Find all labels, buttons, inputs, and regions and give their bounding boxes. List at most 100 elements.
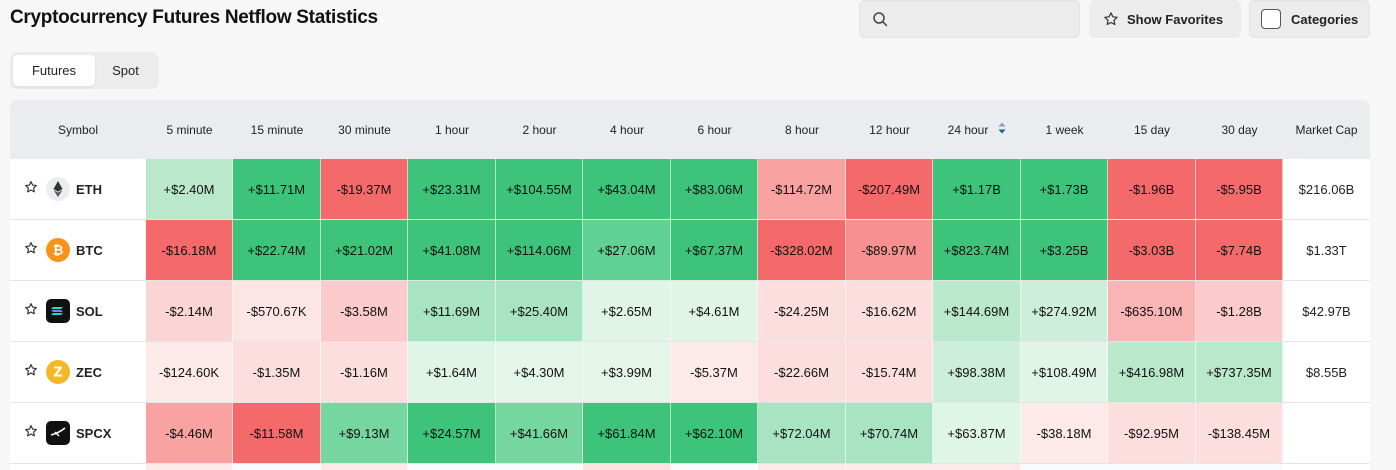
column-header-label: 8 hour bbox=[784, 122, 820, 137]
netflow-cell: -$207.49M bbox=[846, 159, 933, 219]
tab-futures[interactable]: Futures bbox=[13, 55, 95, 86]
table-row bbox=[10, 464, 1370, 470]
netflow-cell: -$92.95M bbox=[1108, 403, 1196, 463]
netflow-cell: +$4.61M bbox=[671, 281, 758, 341]
netflow-cell: +$23.31M bbox=[408, 159, 496, 219]
netflow-cell: -$24.25M bbox=[758, 281, 846, 341]
column-header-4-hour[interactable]: 4 hour bbox=[583, 100, 671, 159]
column-header-8-hour[interactable]: 8 hour bbox=[758, 100, 846, 159]
favorite-star-icon[interactable] bbox=[24, 302, 38, 321]
netflow-cell: +$61.84M bbox=[583, 403, 671, 463]
column-header-label: 15 minute bbox=[250, 122, 304, 137]
netflow-cell: -$1.16M bbox=[321, 342, 408, 402]
column-header-30-minute[interactable]: 30 minute bbox=[321, 100, 408, 159]
netflow-cell: -$114.72M bbox=[758, 159, 846, 219]
favorite-star-icon[interactable] bbox=[24, 363, 38, 382]
eth-icon bbox=[46, 177, 70, 201]
show-favorites-button[interactable]: Show Favorites bbox=[1089, 0, 1241, 38]
favorite-star-icon[interactable] bbox=[24, 180, 38, 199]
netflow-cell: +$3.99M bbox=[583, 342, 671, 402]
table-header: Symbol 5 minute 15 minute 30 minute 1 hour 2 … bbox=[10, 100, 1370, 159]
table-row[interactable]: ₿ BTC -$16.18M +$22.74M +$21.02M +$41.08M +$11… bbox=[10, 220, 1370, 281]
netflow-cell bbox=[583, 464, 671, 470]
symbol-label: ETH bbox=[76, 181, 102, 197]
symbol-cell[interactable]: SOL bbox=[10, 281, 146, 341]
column-header-2-hour[interactable]: 2 hour bbox=[496, 100, 583, 159]
categories-button[interactable]: Categories bbox=[1249, 0, 1370, 38]
column-header-24-hour[interactable]: 24 hour bbox=[933, 100, 1021, 159]
table-row[interactable]: Z ZEC -$124.60K -$1.35M -$1.16M +$1.64M +$4.30… bbox=[10, 342, 1370, 403]
netflow-cell: +$98.38M bbox=[933, 342, 1021, 402]
market-cap-cell bbox=[1283, 403, 1370, 463]
tab-spot[interactable]: Spot bbox=[112, 63, 139, 78]
netflow-cell: -$124.60K bbox=[146, 342, 233, 402]
svg-text:Z: Z bbox=[53, 366, 62, 381]
netflow-cell: +$2.40M bbox=[146, 159, 233, 219]
netflow-cell bbox=[321, 464, 408, 470]
netflow-cell: -$635.10M bbox=[1108, 281, 1196, 341]
column-header-12-hour[interactable]: 12 hour bbox=[846, 100, 933, 159]
netflow-cell bbox=[496, 464, 583, 470]
netflow-cell: -$138.45M bbox=[1196, 403, 1283, 463]
symbol-label: SOL bbox=[76, 303, 103, 319]
btc-icon: ₿ bbox=[46, 238, 70, 262]
netflow-cell: +$1.64M bbox=[408, 342, 496, 402]
favorite-star-icon[interactable] bbox=[24, 241, 38, 260]
netflow-cell: +$11.71M bbox=[233, 159, 321, 219]
symbol-label: BTC bbox=[76, 242, 103, 258]
spcx-icon bbox=[46, 421, 70, 445]
table-row[interactable]: SOL -$2.14M -$570.67K -$3.58M +$11.69M +$25.4… bbox=[10, 281, 1370, 342]
column-header-label: 30 day bbox=[1221, 122, 1258, 137]
search-input[interactable] bbox=[859, 0, 1080, 38]
star-icon bbox=[1104, 12, 1118, 26]
netflow-cell bbox=[146, 464, 233, 470]
zec-icon: Z bbox=[46, 360, 70, 384]
netflow-cell: -$7.74B bbox=[1196, 220, 1283, 280]
column-header-1-week[interactable]: 1 week bbox=[1021, 100, 1108, 159]
column-header-label: 5 minute bbox=[166, 122, 213, 137]
column-header-5-minute[interactable]: 5 minute bbox=[146, 100, 233, 159]
symbol-cell[interactable]: ETH bbox=[10, 159, 146, 219]
netflow-cell: -$5.95B bbox=[1196, 159, 1283, 219]
column-header-label: 24 hour bbox=[947, 122, 989, 137]
symbol-cell[interactable]: Z ZEC bbox=[10, 342, 146, 402]
symbol-cell[interactable]: ₿ BTC bbox=[10, 220, 146, 280]
column-header-15-minute[interactable]: 15 minute bbox=[233, 100, 321, 159]
market-cap-cell: $216.06B bbox=[1298, 181, 1355, 197]
netflow-cell: -$328.02M bbox=[758, 220, 846, 280]
column-header-label: Market Cap bbox=[1295, 122, 1358, 137]
netflow-cell: +$21.02M bbox=[321, 220, 408, 280]
favorite-star-icon[interactable] bbox=[24, 424, 38, 443]
netflow-cell bbox=[408, 464, 496, 470]
netflow-cell: +$11.69M bbox=[408, 281, 496, 341]
netflow-cell: +$1.17B bbox=[933, 159, 1021, 219]
categories-checkbox[interactable] bbox=[1261, 9, 1281, 29]
column-header-30-day[interactable]: 30 day bbox=[1196, 100, 1283, 159]
netflow-cell: +$25.40M bbox=[496, 281, 583, 341]
column-header-symbol[interactable]: Symbol bbox=[10, 100, 146, 159]
column-header-market-cap[interactable]: Market Cap bbox=[1283, 100, 1370, 159]
netflow-cell: +$41.66M bbox=[496, 403, 583, 463]
categories-label: Categories bbox=[1291, 11, 1359, 27]
column-header-6-hour[interactable]: 6 hour bbox=[671, 100, 758, 159]
sort-icon[interactable] bbox=[998, 122, 1006, 137]
netflow-cell: -$1.96B bbox=[1108, 159, 1196, 219]
netflow-cell: +$104.55M bbox=[496, 159, 583, 219]
netflow-cell bbox=[233, 464, 321, 470]
netflow-cell: +$416.98M bbox=[1108, 342, 1196, 402]
netflow-cell: -$3.58M bbox=[321, 281, 408, 341]
column-header-15-day[interactable]: 15 day bbox=[1108, 100, 1196, 159]
netflow-cell: +$41.08M bbox=[408, 220, 496, 280]
netflow-cell: +$24.57M bbox=[408, 403, 496, 463]
netflow-cell: -$570.67K bbox=[233, 281, 321, 341]
netflow-cell: -$1.28B bbox=[1196, 281, 1283, 341]
column-header-1-hour[interactable]: 1 hour bbox=[408, 100, 496, 159]
netflow-cell: +$3.25B bbox=[1021, 220, 1108, 280]
table-row[interactable]: SPCX -$4.46M -$11.58M +$9.13M +$24.57M +$41.6… bbox=[10, 403, 1370, 464]
netflow-cell: +$274.92M bbox=[1021, 281, 1108, 341]
table-row[interactable]: ETH +$2.40M +$11.71M -$19.37M +$23.31M +$104.… bbox=[10, 159, 1370, 220]
column-header-label: 1 hour bbox=[434, 122, 470, 137]
symbol-label: SPCX bbox=[76, 425, 112, 441]
symbol-cell[interactable]: SPCX bbox=[10, 403, 146, 463]
market-cap-cell: $42.97B bbox=[1302, 303, 1351, 319]
